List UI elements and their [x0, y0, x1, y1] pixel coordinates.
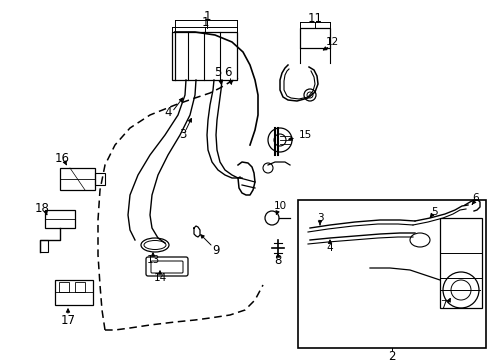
Text: 5: 5: [214, 66, 221, 78]
Text: 16: 16: [54, 152, 69, 165]
Text: 2: 2: [387, 350, 395, 360]
Bar: [95, 173, 105, 185]
Text: 3: 3: [179, 129, 186, 141]
Text: 3: 3: [316, 213, 323, 223]
Text: 7: 7: [439, 300, 446, 310]
Text: 4: 4: [326, 243, 333, 253]
Text: 6: 6: [472, 193, 478, 203]
Text: 6: 6: [224, 66, 231, 78]
Text: 17: 17: [61, 314, 75, 327]
Bar: [45, 210, 75, 228]
Text: 5: 5: [431, 207, 437, 217]
Text: 8: 8: [274, 253, 281, 266]
Text: 11: 11: [307, 12, 322, 24]
Text: 9: 9: [212, 243, 219, 256]
Text: 10: 10: [273, 201, 286, 211]
Bar: [60, 168, 95, 190]
Text: 13: 13: [146, 255, 159, 265]
Bar: [297, 200, 485, 348]
Text: 18: 18: [35, 202, 49, 215]
Text: 12: 12: [325, 37, 338, 47]
Bar: [59, 282, 69, 292]
Text: 14: 14: [153, 273, 166, 283]
Bar: [299, 28, 329, 48]
Bar: [172, 32, 237, 80]
Text: 1: 1: [203, 9, 210, 22]
Text: 15: 15: [298, 130, 311, 140]
Bar: [75, 282, 85, 292]
Text: 1: 1: [201, 15, 208, 28]
Text: 4: 4: [164, 105, 171, 118]
Bar: [40, 240, 48, 252]
Bar: [55, 280, 93, 305]
Bar: [439, 218, 481, 308]
